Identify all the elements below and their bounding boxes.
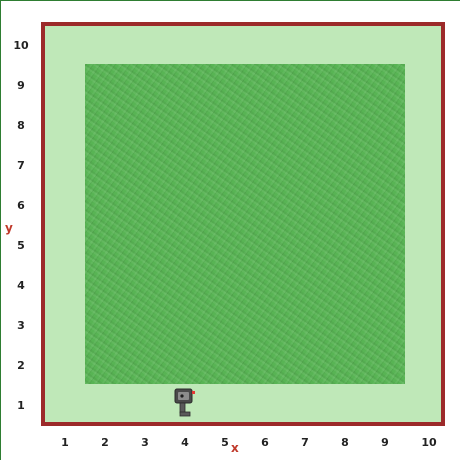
x-axis-label: x xyxy=(231,441,239,455)
x-tick-label: 4 xyxy=(181,436,189,449)
x-tick-label: 6 xyxy=(261,436,269,449)
y-tick-label: 8 xyxy=(17,119,25,132)
x-tick-label: 1 xyxy=(61,436,69,449)
y-tick-label: 5 xyxy=(17,239,25,252)
x-tick-label: 7 xyxy=(301,436,309,449)
y-tick-label: 4 xyxy=(17,279,25,292)
y-tick-label: 9 xyxy=(17,79,25,92)
robot-icon xyxy=(174,388,195,417)
y-tick-label: 2 xyxy=(17,359,25,372)
x-tick-label: 9 xyxy=(381,436,389,449)
x-tick-label: 10 xyxy=(421,436,437,449)
x-tick-label: 2 xyxy=(101,436,109,449)
y-tick-label: 1 xyxy=(17,399,25,412)
game-board xyxy=(41,22,445,426)
x-tick-label: 8 xyxy=(341,436,349,449)
y-axis-label: y xyxy=(5,221,13,235)
y-tick-label: 3 xyxy=(17,319,25,332)
x-tick-label: 3 xyxy=(141,436,149,449)
y-tick-label: 6 xyxy=(17,199,25,212)
y-tick-label: 7 xyxy=(17,159,25,172)
y-tick-label: 10 xyxy=(13,39,29,52)
inner-lawn xyxy=(85,64,405,384)
x-tick-label: 5 xyxy=(221,436,229,449)
